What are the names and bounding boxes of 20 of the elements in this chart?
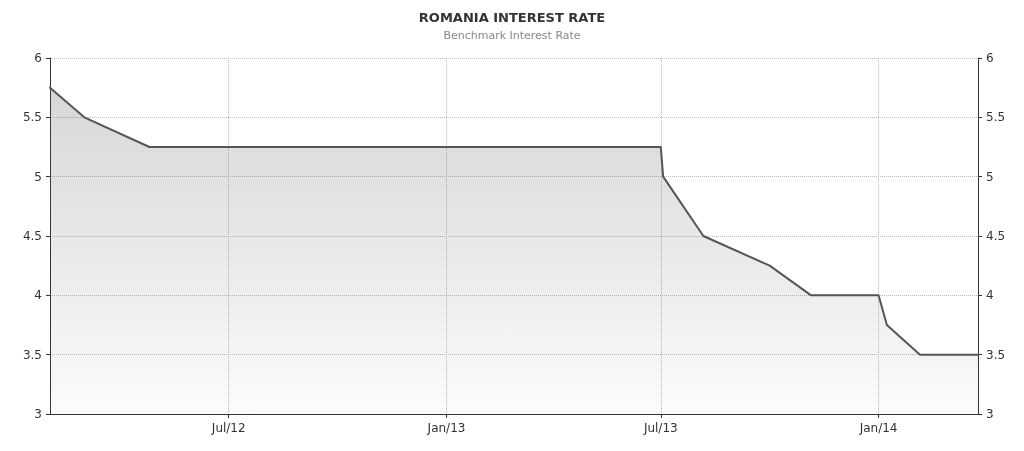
y2-tick-label: 4: [986, 288, 994, 303]
chart-subtitle: Benchmark Interest Rate: [443, 29, 581, 42]
y2-tick-label: 3.5: [986, 347, 1006, 362]
y-tick-label: 6: [34, 51, 42, 65]
y-tick-label: 5: [34, 169, 42, 184]
y-tick-label: 4: [34, 288, 42, 303]
y2-tick-label: 3: [986, 407, 994, 421]
y-tick-label: 4.5: [22, 229, 42, 243]
x-tick-label: Jan/13: [426, 421, 466, 435]
x-tick-label: Jul/12: [210, 421, 246, 435]
y-tick-label: 3.5: [22, 347, 42, 362]
y2-tick-label: 5: [986, 169, 994, 184]
y2-tick-label: 6: [986, 51, 994, 65]
y-tick-label: 3: [34, 407, 42, 421]
chart-title: ROMANIA INTEREST RATE: [418, 10, 606, 25]
x-tick-label: Jul/13: [642, 421, 678, 435]
y2-tick-label: 4.5: [986, 229, 1006, 243]
y2-tick-label: 5.5: [986, 110, 1006, 125]
x-tick-label: Jan/14: [858, 421, 898, 435]
y-tick-label: 5.5: [22, 110, 42, 125]
